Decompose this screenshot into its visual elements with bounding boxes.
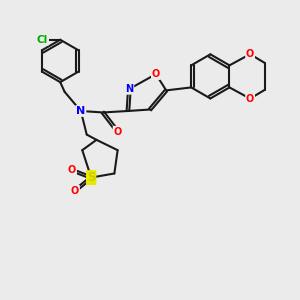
Text: N: N [76,106,86,116]
Text: O: O [152,69,160,79]
Text: Cl: Cl [37,35,48,45]
Text: O: O [71,186,79,196]
Text: O: O [246,49,254,59]
Text: S: S [87,171,95,184]
Text: O: O [246,94,254,103]
Text: N: N [125,84,134,94]
Text: O: O [113,127,122,136]
Text: O: O [68,165,76,175]
